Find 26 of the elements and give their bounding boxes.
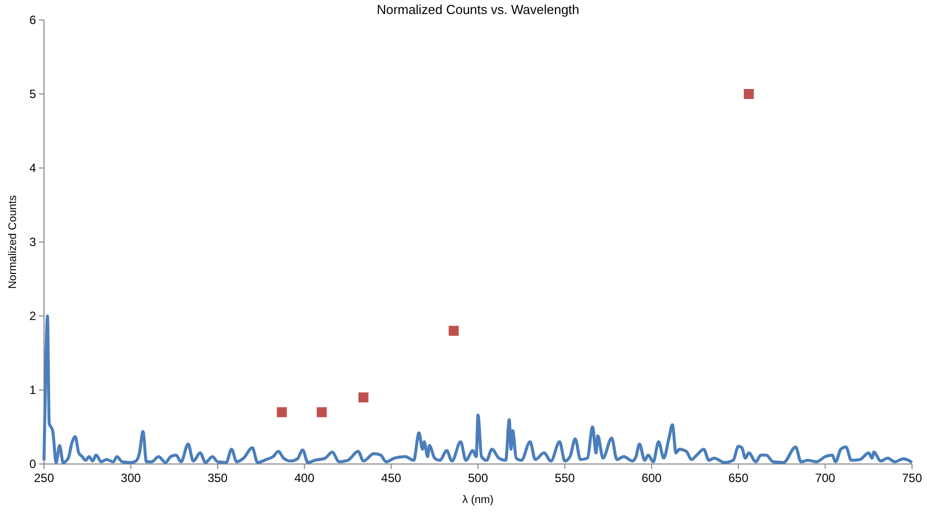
x-tick-label: 450	[381, 471, 402, 485]
x-tick-label: 550	[554, 471, 576, 485]
x-tick-label: 500	[468, 471, 488, 485]
y-tick-label: 1	[29, 383, 36, 398]
point	[448, 326, 459, 336]
point	[316, 407, 327, 418]
chart-title: Normalized Counts vs. Wavelength	[376, 2, 580, 17]
x-tick-label: 750	[902, 471, 922, 485]
x-tick-label: 400	[294, 471, 315, 485]
x-tick-label: 650	[728, 471, 749, 485]
y-tick-label: 3	[29, 235, 36, 250]
point	[358, 392, 368, 402]
y-axis-title: Normalized Counts	[7, 194, 19, 289]
x-tick-label: 350	[208, 471, 228, 485]
x-tick-label: 250	[34, 471, 54, 485]
x-tick-label: 300	[120, 471, 142, 485]
y-tick-label: 2	[29, 309, 36, 324]
y-tick-label: 4	[29, 161, 36, 176]
x-axis-title: λ (nm)	[462, 494, 494, 506]
x-tick-label: 600	[642, 471, 662, 485]
point	[744, 89, 754, 99]
x-tick-label: 700	[815, 471, 836, 485]
y-tick-label: 0	[29, 457, 36, 472]
y-tick-label: 6	[29, 13, 36, 28]
point	[276, 407, 287, 418]
y-tick-label: 5	[29, 87, 36, 102]
